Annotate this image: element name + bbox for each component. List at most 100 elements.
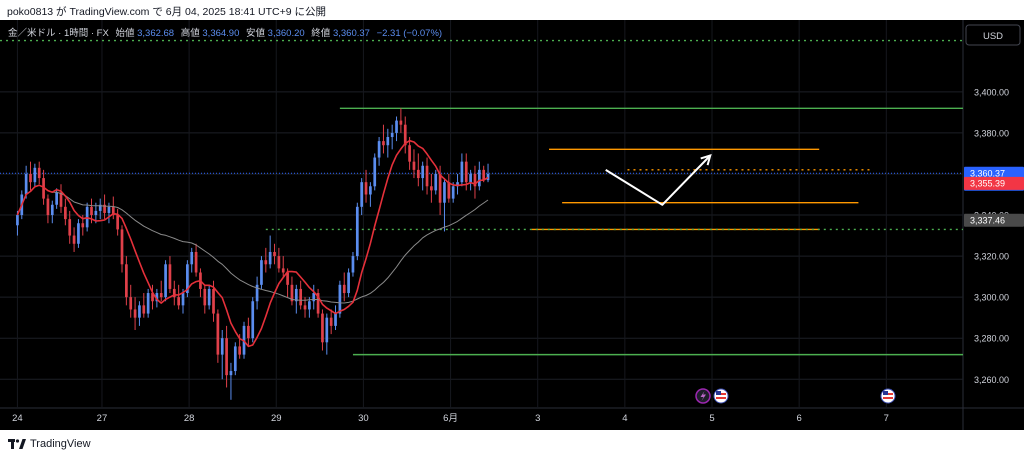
currency-button-box[interactable] (965, 24, 1021, 46)
candle-body (416, 169, 420, 179)
candle-body (294, 288, 298, 302)
candle-body (24, 173, 28, 195)
publish-info: poko0813 が TradingView.com で 6月 04, 2025… (7, 6, 326, 18)
candle-body (229, 371, 233, 376)
chart-frame[interactable]: 3,400.003,380.003,360.003,340.003,320.00… (0, 20, 1024, 430)
candle-body (216, 313, 220, 355)
candle-body (338, 284, 342, 314)
candle-body (395, 120, 398, 133)
candle-body (260, 260, 263, 285)
candle-body (443, 182, 446, 203)
candle-body (103, 204, 106, 213)
footer (0, 430, 1024, 457)
candle-body (464, 161, 468, 183)
time-tick-label: 29 (271, 413, 282, 424)
candle-body (220, 338, 224, 355)
candle-body (177, 297, 181, 306)
candle-body (120, 229, 124, 265)
moving-averages (16, 139, 489, 348)
price-tick-label: 3,320.00 (974, 252, 1009, 262)
currency-button[interactable]: USD (965, 24, 1021, 46)
time-tick-label: 5 (709, 413, 714, 424)
price-tick-label: 3,400.00 (974, 87, 1009, 97)
candle-body (447, 182, 451, 199)
ma-fast-line (16, 139, 489, 348)
candle-body (138, 305, 141, 318)
candle-body (194, 251, 198, 273)
legend-close-label: 終値 (311, 27, 331, 39)
candle-body (486, 173, 490, 181)
candle-body (203, 288, 207, 306)
time-tick-label: 7 (884, 413, 889, 424)
candle-body (438, 173, 442, 203)
time-tick-label: 24 (12, 413, 23, 424)
time-tick-label: 4 (622, 413, 627, 424)
price-tag-box (964, 213, 1024, 227)
time-tick-label: 27 (97, 413, 108, 424)
candle-body (316, 293, 320, 314)
svg-text:金／米ドル · 1時間 · FX 始値: 金／米ドル · 1時間 · FX 始値 3,362.68 高値 3,364.90… (8, 27, 442, 39)
candle-body (386, 137, 390, 146)
candle-body (308, 301, 311, 310)
price-tag-label: 3,337.46 (970, 216, 1005, 226)
candle-body (399, 120, 403, 125)
legend-high-label: 高値 (181, 27, 201, 39)
candle-body (42, 178, 45, 199)
legend-change: −2.31 (−0.07%) (377, 28, 443, 39)
event-markers[interactable] (695, 388, 896, 404)
candle-body (146, 293, 150, 314)
candle-body (277, 256, 281, 269)
candle-body (364, 182, 368, 195)
candle-body (369, 186, 372, 195)
plot-background (0, 20, 963, 430)
price-tick-label: 3,280.00 (974, 334, 1009, 344)
annotations (605, 153, 712, 206)
candle-body (360, 182, 364, 207)
candle-body (303, 305, 307, 310)
candle-body (403, 124, 407, 146)
candles (16, 108, 490, 400)
candle-body (68, 219, 72, 236)
currency-button-label[interactable]: USD (983, 31, 1003, 42)
candle-body (325, 317, 329, 343)
candle-body (321, 313, 324, 343)
candlestick-chart[interactable]: 3,400.003,380.003,360.003,340.003,320.00… (0, 20, 1024, 430)
candle-body (16, 215, 19, 226)
projection-arrow-head (700, 153, 712, 166)
candle-body (247, 325, 250, 339)
candle-body (264, 260, 268, 265)
legend-low-label: 安値 (246, 27, 266, 39)
candle-body (186, 264, 189, 294)
publish-header: poko0813 が TradingView.com で 6月 04, 2025… (0, 0, 1024, 20)
legend-low: 3,360.20 (268, 28, 305, 39)
price-tags: 3,360.3718:063,355.393,337.46 (964, 166, 1024, 227)
candle-body (425, 165, 429, 187)
candle-body (482, 169, 486, 181)
candle-body (477, 169, 481, 187)
price-tick-label: 3,380.00 (974, 128, 1009, 138)
candle-body (77, 223, 80, 244)
candle-body (412, 161, 416, 170)
candle-body (168, 264, 172, 289)
candle-body (125, 264, 128, 298)
candle-body (373, 157, 377, 187)
candle-body (377, 141, 381, 158)
candle-body (251, 301, 255, 339)
candle-body (286, 272, 289, 285)
tradingview-logo[interactable]: TradingView (8, 438, 91, 450)
candle-body (290, 284, 294, 302)
price-tick-label: 3,300.00 (974, 293, 1009, 303)
candle-body (225, 338, 228, 376)
candle-body (342, 284, 346, 294)
price-tag-label: 3,355.39 (970, 179, 1005, 189)
candle-body (207, 288, 211, 306)
candle-body (129, 297, 133, 310)
us-flag-event-icon-2[interactable] (880, 388, 896, 404)
candle-body (268, 251, 272, 265)
candle-body (155, 293, 159, 302)
time-tick-label: 28 (184, 413, 195, 424)
candle-body (151, 293, 154, 302)
us-flag-event-icon[interactable] (713, 388, 729, 404)
legend: 金／米ドル · 1時間 · FX 始値 3,362.68 高値 3,364.90… (8, 27, 442, 39)
horizontal-levels (0, 39, 963, 356)
